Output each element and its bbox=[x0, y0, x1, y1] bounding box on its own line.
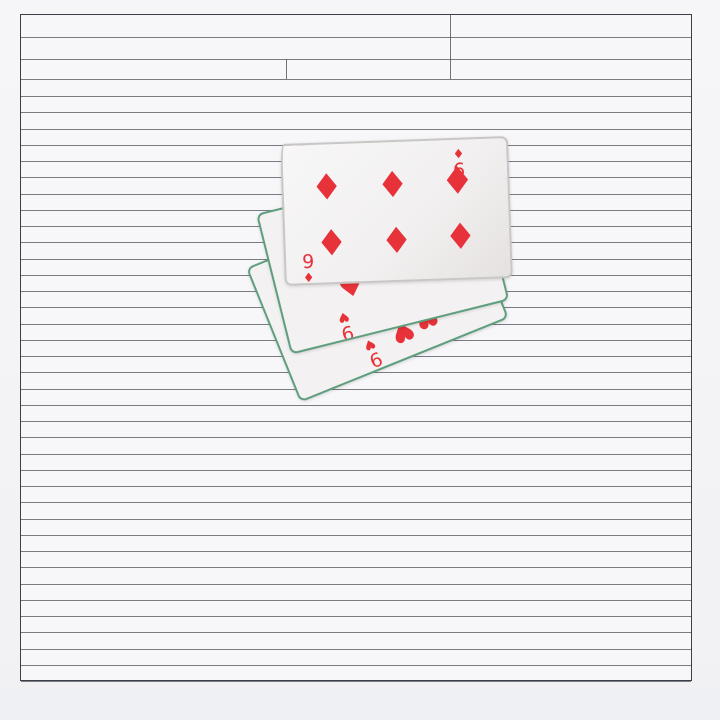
ruled-line bbox=[21, 551, 691, 552]
ruled-line bbox=[21, 486, 691, 487]
ruled-line bbox=[21, 632, 691, 633]
heart-icon: ♥ bbox=[335, 307, 351, 326]
ruled-line bbox=[21, 567, 691, 568]
ruled-line bbox=[21, 519, 691, 520]
diamond-icon: ♦ bbox=[452, 144, 465, 160]
ruled-line bbox=[21, 112, 691, 113]
ruled-line bbox=[21, 421, 691, 422]
ruled-line bbox=[21, 96, 691, 97]
ruled-line bbox=[21, 600, 691, 601]
ruled-line bbox=[21, 454, 691, 455]
diamond-icon: ♦ bbox=[309, 166, 344, 209]
ruled-line bbox=[21, 649, 691, 650]
diamond-icon: ♦ bbox=[314, 222, 349, 265]
heart-icon: ♥ bbox=[361, 334, 378, 353]
diamond-icon: ♦ bbox=[302, 270, 315, 286]
ruled-line bbox=[21, 79, 691, 80]
ruled-line bbox=[21, 389, 691, 390]
ruled-line bbox=[21, 681, 691, 682]
ruled-line bbox=[21, 59, 691, 60]
header-divider-line bbox=[450, 15, 451, 79]
ruled-line bbox=[21, 535, 691, 536]
ruled-line bbox=[21, 129, 691, 130]
header-divider-line bbox=[286, 59, 287, 79]
diamond-icon: ♦ bbox=[443, 216, 478, 259]
diamond-icon: ♦ bbox=[439, 158, 476, 204]
ruled-line bbox=[21, 502, 691, 503]
ruled-line bbox=[21, 616, 691, 617]
ruled-line bbox=[21, 37, 691, 38]
ruled-line bbox=[21, 470, 691, 471]
ruled-line bbox=[21, 584, 691, 585]
card-corner-index: 9 ♥ bbox=[335, 307, 356, 345]
paper-bottom-margin bbox=[0, 690, 720, 720]
diamond-icon: ♦ bbox=[375, 164, 410, 207]
playing-card-nine-of-diamonds: 9 ♦ 9 ♦ ♦ ♦ ♦ ♦ ♦ ♦ bbox=[280, 136, 513, 286]
card-corner-index: 9 ♥ bbox=[361, 334, 385, 372]
ruled-line bbox=[21, 405, 691, 406]
ruled-line bbox=[21, 437, 691, 438]
diamond-icon: ♦ bbox=[379, 220, 414, 263]
ruled-line bbox=[21, 665, 691, 666]
card-corner-index-bottom: 9 ♦ bbox=[302, 251, 315, 286]
